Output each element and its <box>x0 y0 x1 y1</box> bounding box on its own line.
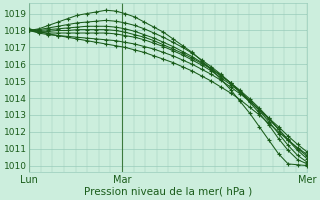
X-axis label: Pression niveau de la mer( hPa ): Pression niveau de la mer( hPa ) <box>84 187 252 197</box>
